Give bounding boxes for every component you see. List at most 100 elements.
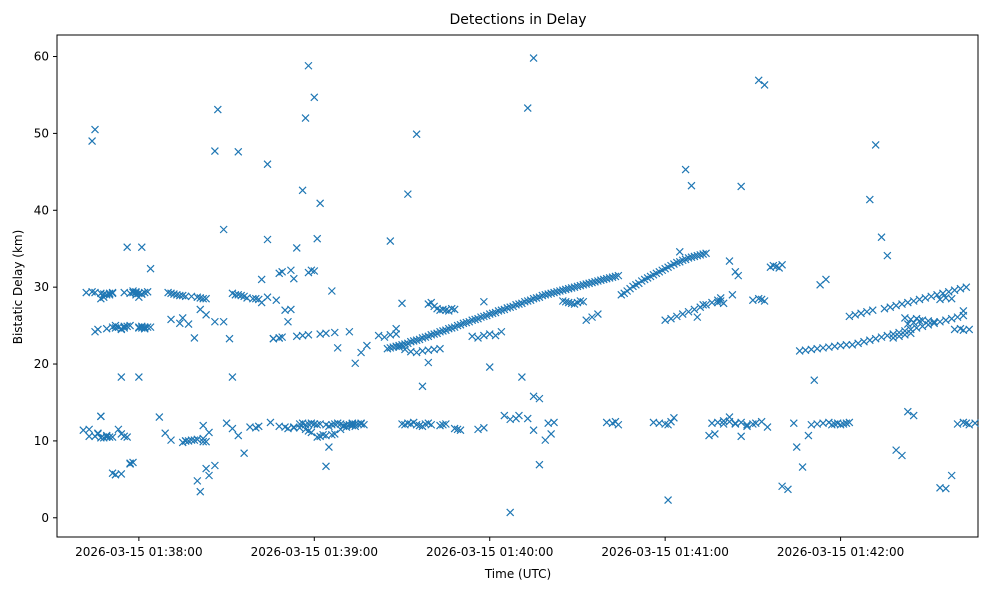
data-point — [301, 114, 310, 122]
data-point — [593, 277, 602, 285]
data-point — [713, 418, 722, 427]
data-point — [462, 318, 471, 327]
data-point — [710, 430, 719, 438]
data-point — [564, 298, 573, 307]
data-point — [553, 287, 561, 296]
data-point — [895, 332, 903, 341]
data-point — [538, 291, 547, 300]
data-point — [412, 336, 421, 345]
data-point — [731, 267, 740, 276]
data-point — [360, 420, 368, 429]
data-point — [608, 273, 617, 282]
data-point — [108, 433, 117, 441]
data-point — [731, 420, 740, 428]
data-point — [117, 373, 126, 382]
data-point — [202, 294, 211, 303]
data-point — [398, 299, 406, 308]
data-point — [520, 297, 529, 306]
data-point — [289, 274, 298, 283]
data-point — [672, 258, 681, 267]
data-point — [734, 271, 743, 280]
data-point — [529, 426, 538, 435]
data-point — [108, 323, 117, 332]
data-point — [573, 282, 582, 291]
data-point — [412, 420, 421, 429]
data-point — [599, 275, 608, 284]
data-point — [374, 331, 383, 340]
data-point — [286, 266, 295, 275]
data-point — [439, 420, 447, 429]
y-tick-label: 30 — [34, 280, 49, 294]
data-point — [889, 330, 898, 338]
data-point — [479, 423, 488, 432]
data-point — [941, 316, 950, 325]
data-point — [199, 437, 208, 446]
data-point — [292, 244, 301, 252]
data-point — [126, 459, 135, 468]
data-point — [491, 331, 500, 340]
data-point — [523, 297, 532, 305]
data-point — [146, 264, 155, 273]
data-point — [854, 339, 863, 348]
data-point — [421, 333, 430, 342]
data-point — [134, 373, 143, 382]
data-point — [459, 319, 468, 328]
data-point — [123, 243, 132, 252]
data-point — [702, 300, 711, 309]
data-point — [184, 320, 193, 328]
data-point — [535, 460, 544, 469]
data-point — [304, 420, 313, 428]
chart-title: Detections in Delay — [449, 12, 586, 28]
data-point — [468, 316, 477, 325]
data-point — [164, 288, 173, 297]
data-point — [327, 287, 336, 295]
data-point — [892, 301, 901, 310]
data-point — [728, 290, 737, 299]
data-point — [351, 359, 360, 368]
data-point — [412, 348, 421, 357]
data-point — [965, 325, 974, 334]
data-point — [561, 285, 570, 294]
data-point — [213, 105, 222, 114]
data-point — [468, 332, 477, 341]
x-tick-label: 2026-03-15 01:39:00 — [251, 545, 378, 559]
data-point — [693, 251, 702, 260]
data-point — [585, 279, 594, 288]
data-point — [257, 298, 266, 307]
data-point — [161, 429, 170, 438]
data-point — [851, 310, 860, 319]
data-point — [845, 312, 854, 321]
data-point — [778, 260, 787, 269]
data-point — [576, 297, 585, 305]
data-point — [307, 266, 316, 275]
data-point — [310, 93, 319, 102]
data-point — [436, 344, 444, 353]
data-point — [760, 297, 769, 305]
data-point — [719, 299, 728, 308]
data-point — [132, 288, 140, 297]
data-point — [427, 298, 436, 307]
data-point — [479, 297, 488, 306]
data-point — [357, 420, 366, 428]
x-tick-label: 2026-03-15 01:38:00 — [75, 545, 202, 559]
data-point — [588, 313, 596, 322]
data-point — [479, 331, 488, 340]
data-point — [848, 340, 857, 349]
data-point — [199, 294, 208, 303]
data-point — [392, 324, 401, 333]
data-point — [307, 428, 316, 437]
data-point — [544, 290, 553, 298]
data-point — [403, 190, 412, 199]
data-point — [550, 418, 558, 427]
data-point — [529, 392, 538, 401]
data-point — [842, 340, 851, 349]
data-point — [178, 291, 187, 300]
data-point — [210, 317, 219, 326]
y-tick-label: 60 — [34, 50, 49, 64]
data-point — [702, 249, 711, 258]
data-point — [965, 420, 974, 429]
data-point — [684, 254, 693, 262]
data-point — [447, 304, 456, 313]
data-point — [523, 414, 532, 423]
